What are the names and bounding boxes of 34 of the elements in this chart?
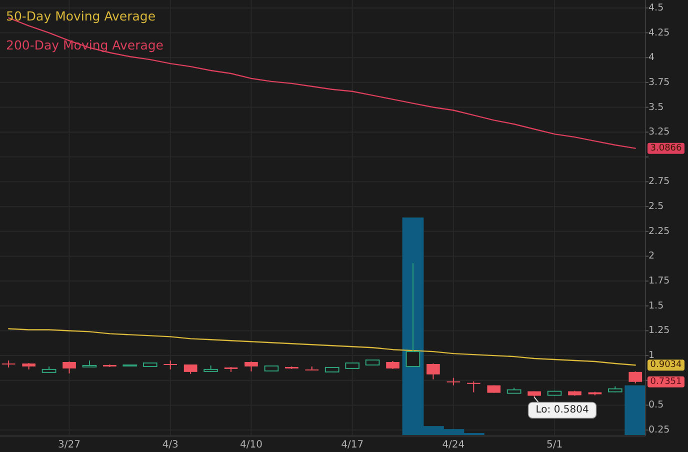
data-label: 0.9034	[650, 360, 682, 370]
y-tick-label: 3.75	[648, 76, 670, 88]
y-tick-label: 2.75	[648, 176, 670, 188]
x-tick-label: 5/1	[546, 440, 563, 450]
candlestick	[62, 361, 76, 374]
candlestick	[244, 361, 258, 372]
y-tick-label: 1.75	[648, 276, 670, 287]
y-tick-label: 2.25	[648, 226, 670, 237]
line-series	[8, 328, 636, 366]
y-tick-label: 4.25	[648, 27, 670, 38]
y-tick-label: 3.5	[648, 102, 664, 113]
x-tick-label: 4/3	[162, 440, 178, 450]
candlestick	[628, 370, 642, 384]
candlestick	[466, 380, 480, 393]
x-tick-label: 4/24	[442, 440, 465, 450]
annotation: Lo: 0.5804	[536, 404, 589, 416]
y-tick-label: 3.25	[648, 126, 670, 138]
y-tick-label: 0.5	[648, 400, 664, 411]
text: 50-Day Moving Average	[6, 8, 156, 24]
x-tick-label: 4/17	[341, 440, 364, 450]
x-tick-label: 4/10	[240, 440, 262, 450]
y-tick-label: 4.5	[648, 2, 664, 14]
y-tick-label: 1.5	[648, 300, 664, 312]
y-tick-label: 2	[648, 250, 655, 262]
data-label: 3.0866	[650, 143, 682, 154]
candlestick	[426, 362, 440, 380]
y-tick-label: 2.5	[648, 201, 664, 212]
y-tick-label: 1	[648, 350, 655, 362]
x-tick-label: 3/27	[58, 440, 80, 450]
y-tick-label: 4	[648, 52, 655, 64]
text: 0.7351	[650, 376, 682, 387]
y-tick-label: 1.25	[648, 325, 670, 336]
candlestick	[406, 262, 420, 368]
y-tick-label: 0.25	[648, 424, 670, 436]
